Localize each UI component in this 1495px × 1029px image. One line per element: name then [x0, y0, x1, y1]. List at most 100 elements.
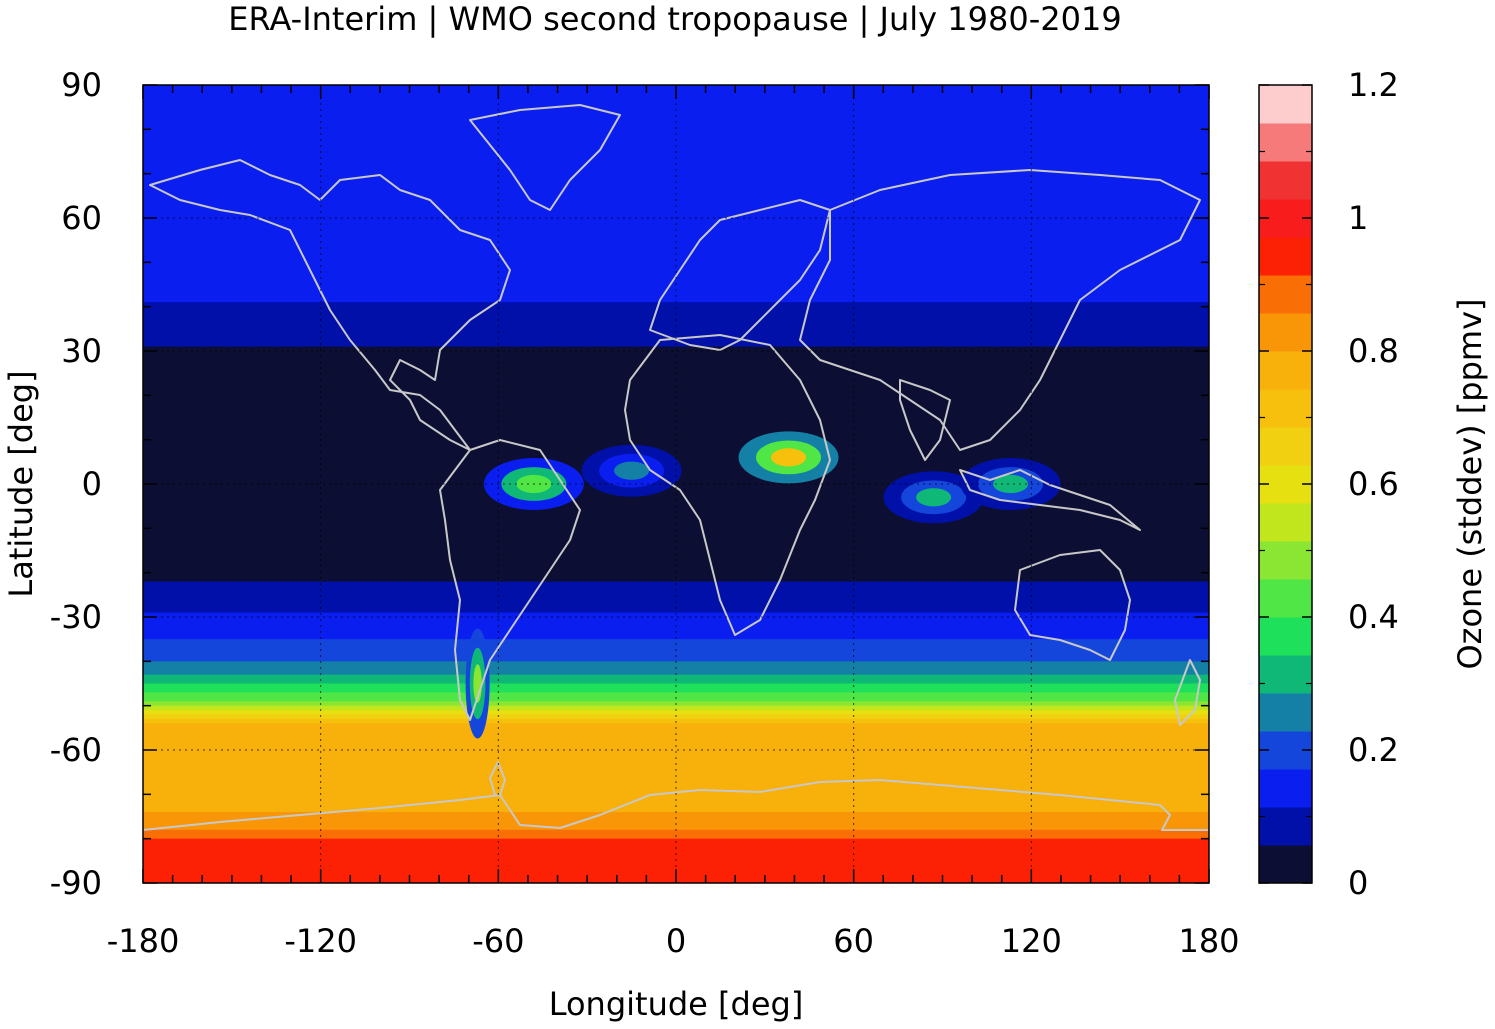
field-band [143, 643, 1209, 649]
field-band [143, 608, 1209, 614]
colorbar-block [1259, 541, 1312, 580]
hotspot [916, 488, 952, 507]
field-band [143, 807, 1209, 813]
field-band [143, 355, 1209, 361]
field-band [143, 266, 1209, 272]
field-band [143, 382, 1209, 388]
field-band [143, 129, 1209, 135]
y-tick-label: 0 [82, 465, 102, 503]
field-band [143, 435, 1209, 441]
x-ticks: -180 -120 -60 0 60 120 180 [107, 922, 1240, 960]
x-tick-label: 120 [1001, 922, 1062, 960]
x-tick-label: -180 [107, 922, 180, 960]
field-band [143, 723, 1209, 729]
field-band [143, 705, 1209, 711]
colorbar-tick-label: 1 [1348, 199, 1368, 237]
y-ticks: -90 -60 -30 0 30 60 90 [50, 66, 102, 902]
field-band [143, 98, 1209, 104]
field-band [143, 829, 1209, 835]
field-band [143, 204, 1209, 210]
field-band [143, 280, 1209, 286]
field-band [143, 116, 1209, 122]
field-band [143, 812, 1209, 818]
field-band [143, 860, 1209, 866]
field-band [143, 856, 1209, 862]
field-band [143, 231, 1209, 237]
field-band [143, 741, 1209, 747]
field-band [143, 772, 1209, 778]
coastline-greenland [469, 104, 621, 211]
field-band [143, 843, 1209, 849]
hotspot [614, 461, 650, 480]
x-axis-label: Longitude [deg] [549, 985, 804, 1023]
chart-title: ERA-Interim | WMO second tropopause | Ju… [228, 0, 1121, 38]
coastline-india [899, 379, 951, 461]
field-band [143, 147, 1209, 153]
minor-ticks [142, 84, 1210, 884]
field-band [143, 200, 1209, 206]
colorbar-block [1259, 579, 1312, 618]
field-band [143, 519, 1209, 525]
field-band [143, 825, 1209, 831]
field-band [143, 696, 1209, 702]
field-band [143, 554, 1209, 560]
colorbar-block [1259, 807, 1312, 846]
hotspot [771, 448, 807, 467]
map-panel: -180 -120 -60 0 60 120 180 -90 -60 -30 0 30 60 90 [50, 66, 1240, 960]
field-band [143, 745, 1209, 751]
field-band [143, 763, 1209, 769]
y-axis-label: Latitude [deg] [2, 370, 40, 597]
field-band [143, 585, 1209, 591]
field-band [143, 612, 1209, 618]
field-band [143, 195, 1209, 201]
x-tick-label: 180 [1178, 922, 1239, 960]
field-band [143, 399, 1209, 405]
colorbar-block [1259, 85, 1312, 124]
colorbar: 0 0.2 0.4 0.6 0.8 1 1.2 [1258, 66, 1399, 902]
grid-lines [143, 85, 1209, 883]
field-band [143, 710, 1209, 716]
field-band [143, 674, 1209, 680]
colorbar-block [1259, 617, 1312, 656]
y-tick-label: 90 [61, 66, 102, 104]
colorbar-tick-label: 0.6 [1348, 465, 1399, 503]
field-band [143, 537, 1209, 543]
field-band [143, 687, 1209, 693]
field-band [143, 297, 1209, 303]
field-band [143, 590, 1209, 596]
field-band [143, 404, 1209, 410]
field-band [143, 439, 1209, 445]
field-band [143, 572, 1209, 578]
field-band [143, 213, 1209, 219]
field-band [143, 164, 1209, 170]
field-band [143, 271, 1209, 277]
field-band [143, 186, 1209, 192]
field-band [143, 249, 1209, 255]
coastline-europe [649, 199, 831, 351]
field-band [143, 692, 1209, 698]
colorbar-block [1259, 503, 1312, 542]
field-band [143, 111, 1209, 117]
y-tick-label: -30 [50, 598, 102, 636]
hotspot [993, 474, 1029, 494]
field-band [143, 865, 1209, 871]
field-band [143, 288, 1209, 294]
field-band [143, 776, 1209, 782]
field-band [143, 798, 1209, 804]
field-band [143, 621, 1209, 627]
colorbar-block [1259, 351, 1312, 390]
field-band [143, 639, 1209, 645]
colorbar-ticks: 0 0.2 0.4 0.6 0.8 1 1.2 [1259, 66, 1399, 902]
field-band [143, 670, 1209, 676]
coastlines [143, 104, 1209, 831]
field-band [143, 351, 1209, 357]
field-band [143, 368, 1209, 374]
field-band [143, 333, 1209, 339]
field-band [143, 169, 1209, 175]
coastline-australia [1014, 549, 1131, 661]
field-band [143, 625, 1209, 631]
colorbar-tick-label: 0.8 [1348, 332, 1399, 370]
colorbar-tick-label: 1.2 [1348, 66, 1399, 104]
field-band [143, 488, 1209, 494]
colorbar-block [1259, 161, 1312, 200]
